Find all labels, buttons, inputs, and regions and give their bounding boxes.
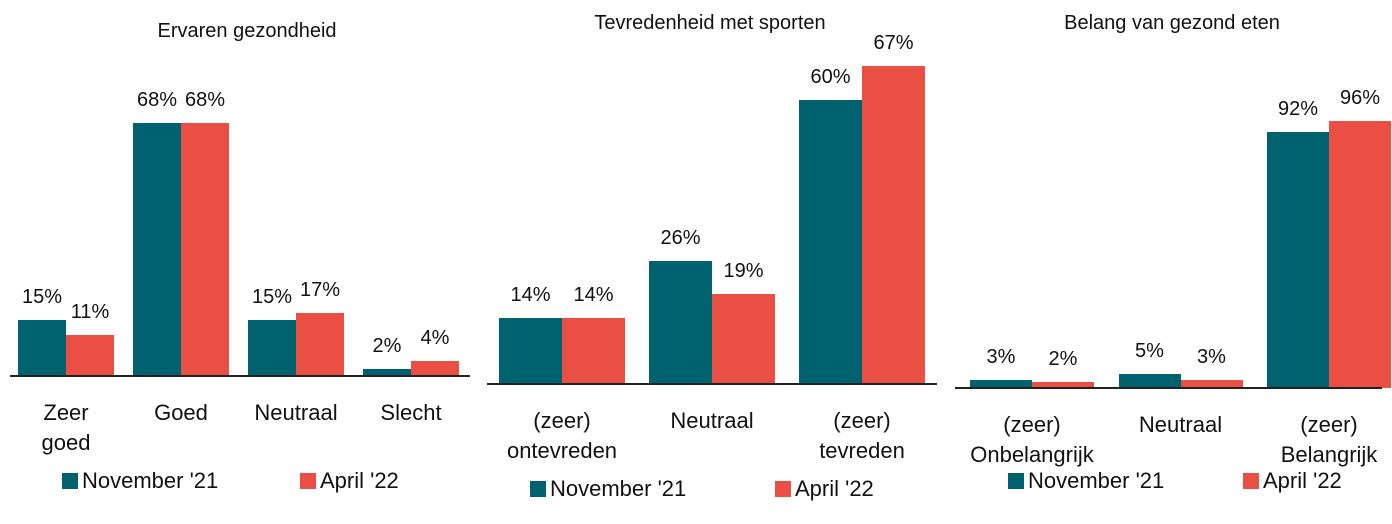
x-tick-label: (zeer) tevreden [819, 408, 905, 463]
value-label: 67% [873, 32, 914, 55]
chart-title: Ervaren gezondheid [157, 20, 337, 42]
legend-item: April '22 [300, 468, 399, 494]
x-tick-label: Goed [154, 400, 208, 425]
bar [562, 317, 625, 384]
legend-swatch [300, 473, 316, 489]
bar [133, 123, 181, 376]
bar [499, 317, 562, 384]
bar [970, 379, 1032, 388]
axis-line [10, 375, 470, 377]
legend-label: November '21 [1028, 468, 1165, 493]
value-label: 3% [1197, 345, 1226, 368]
bar [862, 66, 925, 384]
legend-label: April '22 [1263, 468, 1342, 493]
legend-item: November '21 [530, 476, 686, 502]
x-tick-label: (zeer) Belangrijk [1280, 412, 1378, 467]
bar [411, 361, 459, 376]
value-label: 2% [372, 334, 402, 357]
bar [363, 368, 411, 376]
legend-label: April '22 [795, 476, 874, 501]
legend-item: April '22 [775, 476, 874, 502]
x-tick-label: Slecht [380, 400, 442, 425]
bar [296, 312, 344, 376]
legend-label: November '21 [82, 468, 219, 493]
legend-swatch [62, 473, 78, 489]
bar [799, 99, 862, 384]
value-label: 17% [299, 278, 341, 301]
bar [248, 320, 296, 376]
x-tick-label: Zeer goed [41, 400, 91, 455]
bar [66, 335, 114, 376]
chart-title: Belang van gezond eten [1064, 12, 1280, 34]
x-tick-label: (zeer) Onbelangrijk [970, 412, 1094, 467]
bar [1118, 374, 1181, 388]
value-label: 96% [1339, 87, 1381, 110]
legend-swatch [1008, 473, 1024, 489]
bar [18, 320, 66, 376]
chart-title: Tevredenheid met sporten [594, 12, 826, 34]
value-label: 14% [573, 283, 614, 306]
bar [649, 260, 712, 384]
value-label: 2% [1048, 348, 1078, 371]
value-label: 3% [986, 345, 1016, 368]
axis-line [955, 387, 1382, 389]
bar [1032, 382, 1094, 388]
value-label: 26% [660, 226, 701, 249]
value-label: 15% [251, 286, 293, 309]
bar [1180, 379, 1243, 388]
x-tick-label: Neutraal [1138, 412, 1223, 437]
legend-item: April '22 [1243, 468, 1342, 494]
value-label: 68% [184, 89, 226, 112]
legend-item: November '21 [1008, 468, 1164, 494]
value-label: 19% [723, 259, 764, 282]
value-label: 4% [420, 327, 450, 350]
value-label: 14% [510, 283, 551, 306]
value-label: 5% [1135, 340, 1164, 363]
bar [712, 293, 775, 384]
bar [1267, 132, 1329, 388]
bar [1329, 121, 1391, 388]
x-tick-label: Neutraal [254, 400, 338, 425]
value-label: 15% [21, 286, 63, 309]
legend-label: April '22 [320, 468, 399, 493]
legend-swatch [775, 481, 791, 497]
bar [181, 123, 229, 376]
x-tick-label: (zeer) ontevreden [506, 408, 618, 463]
value-label: 92% [1277, 98, 1319, 121]
legend-swatch [530, 481, 546, 497]
x-tick-label: Neutraal [670, 408, 754, 433]
legend-swatch [1243, 473, 1259, 489]
value-label: 60% [810, 65, 851, 88]
value-label: 11% [70, 301, 110, 324]
legend-label: November '21 [550, 476, 687, 501]
value-label: 68% [136, 89, 178, 112]
axis-line [487, 383, 937, 385]
legend-item: November '21 [62, 468, 218, 494]
